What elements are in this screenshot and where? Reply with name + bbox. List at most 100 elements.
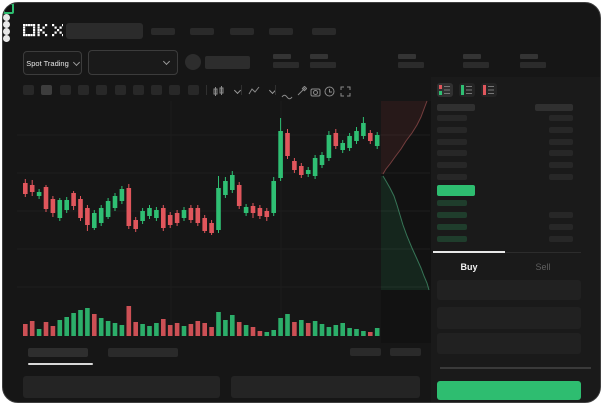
ask-amount-placeholder[interactable] [549,162,573,168]
stat-label-placeholder [273,54,291,59]
candle [133,220,138,229]
candle [292,161,297,170]
bid-price-placeholder[interactable] [437,212,467,218]
candle [36,192,42,196]
ask-price-placeholder[interactable] [437,150,467,156]
buy-submit-button[interactable] [437,381,581,400]
bid-amount-placeholder[interactable] [549,212,573,218]
timeframe-button[interactable] [77,85,89,95]
bottom-tab-orders[interactable] [28,348,88,357]
nav-item-placeholder[interactable] [151,28,175,35]
ask-amount-placeholder[interactable] [549,150,573,156]
book-header-amount [535,104,573,111]
timeframe-button[interactable] [96,85,108,95]
nav-item-placeholder[interactable] [230,28,254,35]
tabbar-divider [433,252,581,253]
chevron-down-icon[interactable] [233,86,242,95]
camera-icon[interactable] [310,84,321,102]
order-total-field[interactable] [437,333,581,354]
bid-amount-placeholder[interactable] [549,224,573,230]
candle [333,133,339,146]
tab-sell[interactable]: Sell [535,262,551,272]
candle [29,185,35,192]
ask-amount-placeholder[interactable] [549,139,573,145]
candle [236,185,242,206]
timeframe-button[interactable] [23,85,34,95]
candle [285,133,290,156]
ask-price-placeholder[interactable] [437,115,467,121]
chevron-down-icon [72,58,80,66]
bottom-action-placeholder[interactable] [350,348,381,356]
ask-price-placeholder[interactable] [437,174,467,180]
bid-price-placeholder[interactable] [437,200,467,206]
candle [305,170,311,174]
amount-slider-track[interactable] [440,367,591,369]
candle [312,158,318,176]
ask-price-placeholder[interactable] [437,162,467,168]
candle [347,136,352,148]
ask-price-placeholder[interactable] [437,139,467,145]
history-icon[interactable] [324,84,335,102]
bottom-action-placeholder[interactable] [390,348,421,356]
candle [243,207,249,213]
stat-label-placeholder [398,54,416,59]
candle [326,135,332,158]
slider-handle[interactable] [3,3,14,14]
timeframe-button[interactable] [41,85,53,95]
order-amount-field[interactable] [437,307,581,329]
timeframe-button[interactable] [59,85,71,95]
slider-stop[interactable] [3,28,10,35]
stat-value-placeholder [310,62,336,68]
pair-dropdown[interactable] [88,50,178,75]
bottom-tab-history[interactable] [108,348,178,357]
candle [140,211,145,221]
bid-price-placeholder[interactable] [437,224,467,230]
timeframe-button[interactable] [132,85,144,95]
candle [374,135,380,146]
candle [361,123,366,136]
bid-amount-placeholder[interactable] [549,236,573,242]
draw-icon[interactable] [296,84,308,102]
candle [23,183,28,194]
candle [64,200,69,210]
candle [105,201,111,217]
order-price-field[interactable] [437,280,581,300]
slider-stop[interactable] [3,21,10,28]
coin-avatar [185,54,201,70]
candle [216,188,221,230]
indicator-icon[interactable] [248,86,260,97]
slider-stop[interactable] [3,14,10,21]
last-price-badge[interactable] [437,185,475,196]
candle [278,131,283,178]
candle-style-icon[interactable] [213,84,225,102]
ask-price-placeholder[interactable] [437,127,467,133]
nav-item-placeholder[interactable] [269,28,293,35]
orderbook-view-both-button[interactable] [437,83,453,97]
candle [257,208,263,216]
stat-value-placeholder [398,62,424,68]
book-header-price [437,104,475,111]
nav-item-placeholder[interactable] [312,28,336,35]
stat-value-placeholder [463,62,489,68]
timeframe-button[interactable] [114,85,126,95]
timeframe-button[interactable] [169,85,181,95]
search-input[interactable] [66,23,143,39]
nav-item-placeholder[interactable] [190,28,214,35]
candle [340,143,345,150]
tab-buy[interactable]: Buy [460,262,478,272]
fullscreen-icon[interactable] [340,84,351,102]
stat-value-placeholder [520,62,546,68]
candle [209,223,214,233]
candle [202,218,207,231]
timeframe-button[interactable] [187,85,199,95]
market-type-dropdown[interactable]: Spot Trading [23,51,82,75]
ask-amount-placeholder[interactable] [549,174,573,180]
orderbook-view-bids-button[interactable] [459,83,475,97]
line-type-icon[interactable] [281,87,293,105]
bid-price-placeholder[interactable] [437,236,467,242]
orderbook-view-asks-button[interactable] [481,83,497,97]
ask-amount-placeholder[interactable] [549,127,573,133]
slider-stop[interactable] [3,35,10,42]
ask-amount-placeholder[interactable] [549,115,573,121]
timeframe-button[interactable] [151,85,163,95]
